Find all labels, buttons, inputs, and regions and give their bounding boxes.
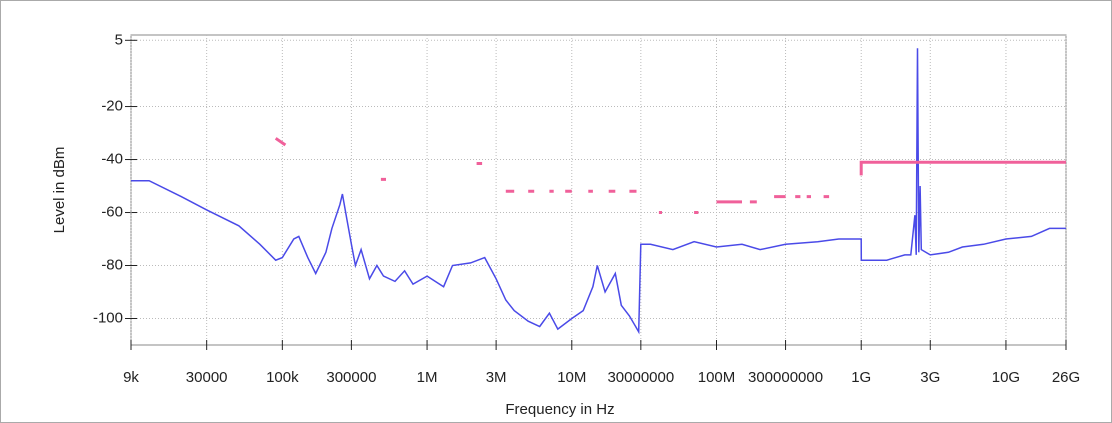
y-tick-label: -60 bbox=[101, 203, 123, 220]
y-tick-label: -40 bbox=[101, 150, 123, 167]
trace bbox=[131, 48, 1066, 335]
y-tick-label: -20 bbox=[101, 98, 123, 115]
x-tick-label: 1G bbox=[851, 369, 871, 386]
plot-area bbox=[130, 34, 1067, 346]
x-tick-label: 100k bbox=[266, 369, 299, 386]
x-tick-label: 26G bbox=[1052, 369, 1080, 386]
x-tick-label: 30000000 bbox=[607, 369, 674, 386]
x-tick-label: 9k bbox=[123, 369, 139, 386]
y-tick-label: -100 bbox=[93, 309, 123, 326]
limit-line bbox=[274, 137, 1066, 214]
x-tick-label: 100M bbox=[698, 369, 736, 386]
y-axis-label: Level in dBm bbox=[51, 147, 68, 234]
x-tick-label: 30000 bbox=[186, 369, 228, 386]
y-tick-label: -80 bbox=[101, 256, 123, 273]
x-tick-label: 10M bbox=[557, 369, 586, 386]
x-tick-label: 3G bbox=[920, 369, 940, 386]
x-tick-label: 300000 bbox=[326, 369, 376, 386]
x-tick-label: 1M bbox=[417, 369, 438, 386]
x-tick-label: 3M bbox=[486, 369, 507, 386]
x-tick-label: 10G bbox=[992, 369, 1020, 386]
y-tick-label: 5 bbox=[115, 31, 123, 48]
x-axis-label: Frequency in Hz bbox=[505, 401, 614, 418]
x-tick-label: 300000000 bbox=[748, 369, 823, 386]
